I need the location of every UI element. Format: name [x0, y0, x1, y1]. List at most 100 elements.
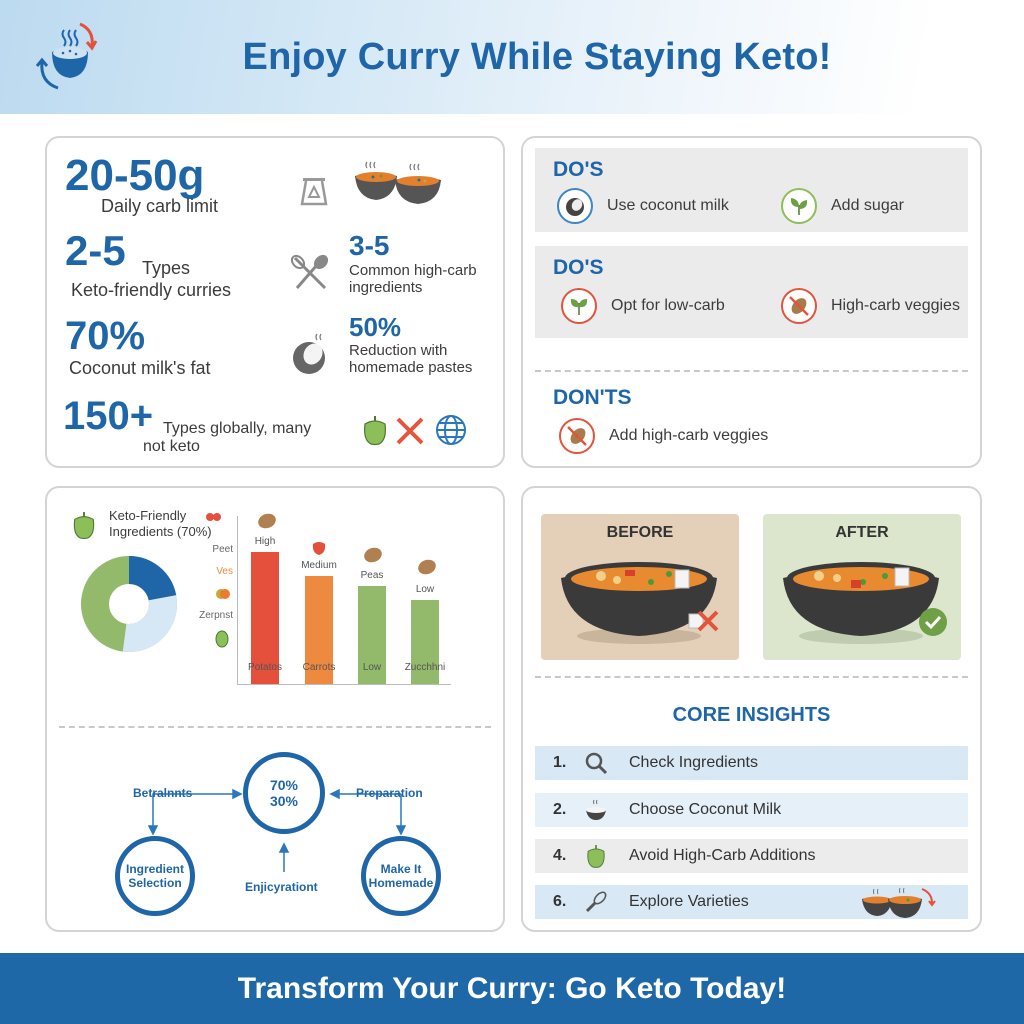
dos-item-label: High-carb veggies: [831, 297, 960, 314]
global-label-1: Types globally, many: [163, 420, 312, 437]
flow-node-make-it-homemade: Make It Homemade: [361, 836, 441, 916]
potato-icon: [363, 546, 383, 569]
dos-donts-panel: DO'S Use coconut milk Add sugar DO'S Opt…: [521, 136, 982, 468]
bar-label: Low: [415, 584, 435, 595]
reduction-label-1: Reduction with: [349, 342, 448, 359]
coconut-icon: [291, 332, 331, 381]
red-item-icon: [205, 510, 223, 528]
dos-item-high-carb-veggies: High-carb veggies: [781, 288, 960, 324]
dos-block-2: DO'S Opt for low-carb High-carb veggies: [535, 246, 968, 338]
curry-bowls-icon: [353, 158, 449, 213]
no-potato-icon: [781, 288, 817, 324]
dos-item-opt-low-carb: Opt for low-carb: [561, 288, 725, 324]
curry-bowl-after-icon: [783, 562, 947, 644]
insight-row-choose-coconut-milk: 2. Choose Coconut Milk: [535, 793, 968, 827]
chart-title: Keto-Friendly Ingredients (70%): [109, 508, 212, 539]
x-tick: Potatos: [248, 662, 282, 673]
reduction-label-2: homemade pastes: [349, 359, 473, 376]
divider: [535, 370, 968, 372]
flow-center-bottom: 30%: [269, 793, 299, 809]
whisk-icon: [581, 889, 611, 915]
insight-row-avoid-high-carb: 4. Avoid High-Carb Additions: [535, 839, 968, 873]
y-tick: Ves: [216, 566, 233, 577]
carb-limit-value: 20-50g: [65, 151, 205, 200]
bar-label: High: [254, 536, 276, 547]
curry-bowl-cycle-icon: [30, 20, 110, 100]
carb-limit-label: Daily carb limit: [101, 196, 219, 216]
after-label: AFTER: [835, 524, 889, 541]
x-axis: [237, 684, 451, 685]
flow-label-left: Betralnnts: [133, 786, 193, 800]
x-icon: [395, 416, 425, 451]
insight-label: Check Ingredients: [629, 754, 758, 771]
pepper-icon: [581, 843, 611, 869]
before-after-insights-panel: BEFORE AFTER CORE INSIGHTS 1.: [521, 486, 982, 932]
x-tick: Carrots: [302, 662, 336, 673]
magnifier-icon: [581, 750, 611, 776]
curry-bowls-icon: [860, 887, 940, 924]
flow-node-ingredient-selection: Ingredient Selection: [115, 836, 195, 916]
global-value: 150+: [63, 394, 154, 438]
after-card: AFTER: [763, 514, 961, 660]
core-insights-title: CORE INSIGHTS: [672, 704, 831, 726]
y-tick: Zerpnst: [199, 610, 233, 621]
bar-label: Peas: [360, 570, 384, 581]
donts-item-label: Add high-carb veggies: [609, 427, 769, 444]
insight-num: 1.: [553, 754, 567, 771]
bar-zucchhni: [411, 600, 439, 684]
stats-panel: 20-50g Daily carb limit 2-5 Types Keto-f…: [45, 136, 505, 468]
types-value: 2-5: [65, 227, 126, 274]
x-tick: Low: [362, 662, 382, 673]
before-card: BEFORE: [541, 514, 739, 660]
leaf-icon: [781, 188, 817, 224]
potato-icon: [417, 558, 437, 581]
curry-bowl-before-icon: [561, 562, 719, 644]
divider: [535, 676, 968, 678]
footer-banner: Transform Your Curry: Go Keto Today!: [0, 953, 1024, 1024]
dos-item-label: Add sugar: [831, 197, 904, 214]
dos-item-use-coconut-milk: Use coconut milk: [557, 188, 729, 224]
dos-item-label: Use coconut milk: [607, 197, 729, 214]
flow-center-top: 70%: [269, 777, 299, 793]
donut-chart: [81, 556, 177, 657]
high-carb-value: 3-5: [349, 230, 390, 261]
insight-label: Explore Varieties: [629, 893, 749, 910]
scale-icon: [297, 174, 331, 213]
coconut-icon: [557, 188, 593, 224]
flow-node-line: Selection: [128, 876, 182, 890]
insight-label: Choose Coconut Milk: [629, 801, 782, 818]
utensils-icon: [289, 252, 331, 299]
pepper-icon: [71, 510, 97, 545]
coconut-icon: [581, 797, 611, 823]
global-label-2: not keto: [143, 438, 200, 455]
flow-label-bottom: Enjicyrationt: [245, 880, 318, 894]
flow-node-line: Ingredient: [125, 862, 184, 876]
flow-label-right: Preparation: [356, 786, 423, 800]
x-tick: Zucchhni: [404, 662, 446, 673]
no-potato-icon: [559, 418, 595, 454]
pepper-icon: [361, 414, 389, 451]
zucchini-icon: [215, 630, 229, 653]
dos-block-1: DO'S Use coconut milk Add sugar: [535, 148, 968, 232]
bar-potatos: [251, 552, 279, 684]
bell-pepper-icon: [311, 538, 327, 561]
orange-icon: [215, 586, 231, 605]
donts-item-add-high-carb-veggies: Add high-carb veggies: [559, 418, 768, 454]
dos-title-1: DO'S: [553, 158, 604, 181]
flow-node-line: Make It: [380, 862, 422, 876]
types-label: Keto-friendly curries: [71, 280, 232, 300]
coconut-value: 70%: [65, 314, 146, 358]
types-unit: Types: [142, 258, 191, 278]
chart-flow-panel: Keto-Friendly Ingredients (70%) Peet Ves…: [45, 486, 505, 932]
before-label: BEFORE: [606, 524, 674, 541]
high-carb-label-2: ingredients: [349, 279, 423, 296]
y-axis: [237, 516, 238, 684]
insight-row-check-ingredients: 1. Check Ingredients: [535, 746, 968, 780]
y-tick: Peet: [212, 544, 233, 555]
header-banner: Enjoy Curry While Staying Keto!: [0, 0, 1024, 114]
donts-title: DON'TS: [553, 386, 632, 409]
leaf-icon: [561, 288, 597, 324]
divider: [59, 726, 491, 728]
insight-num: 6.: [553, 893, 567, 910]
dos-item-label: Opt for low-carb: [611, 297, 725, 314]
